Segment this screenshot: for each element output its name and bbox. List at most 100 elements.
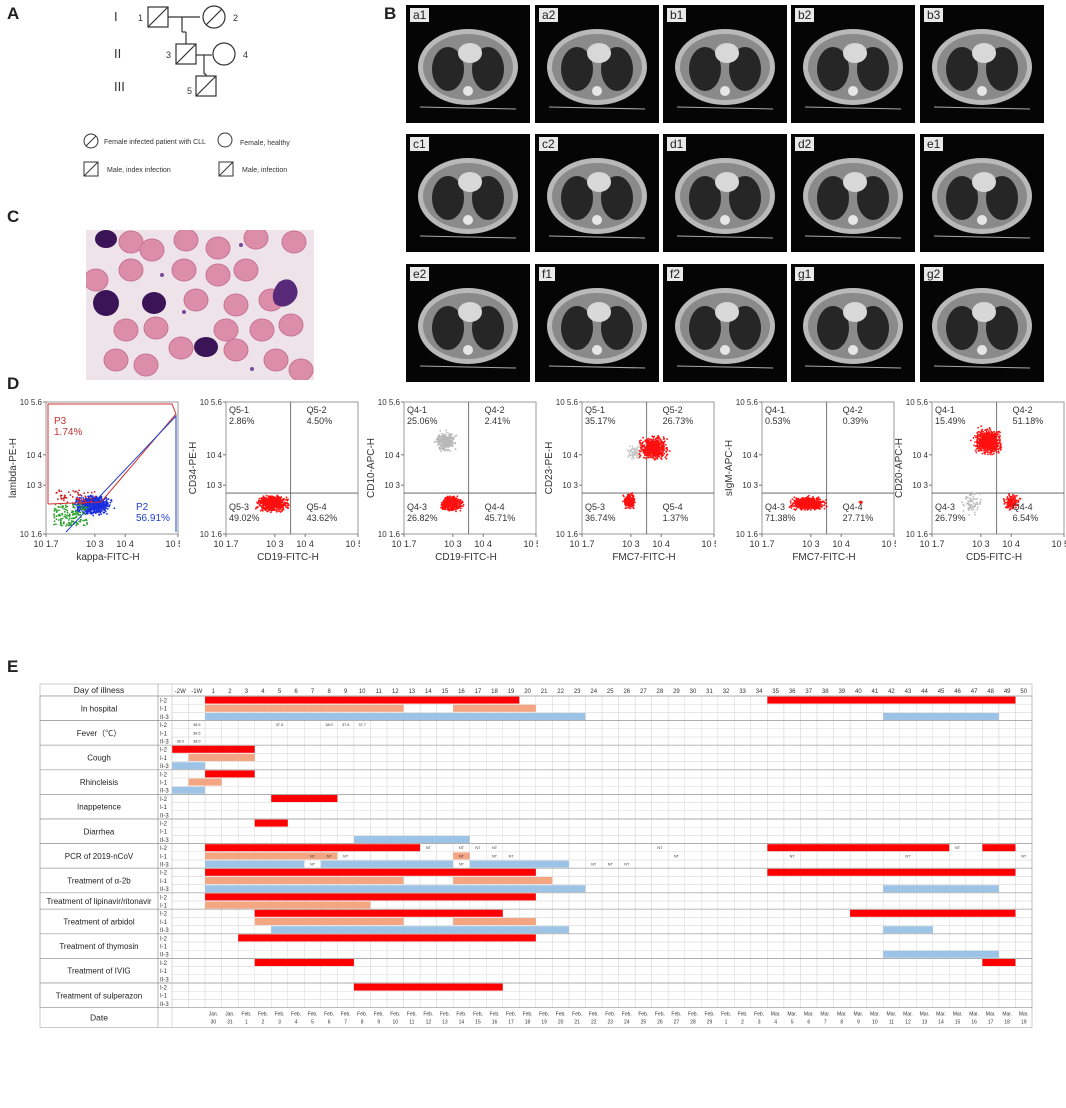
event-dot	[656, 436, 658, 439]
day-header: 19	[508, 689, 515, 695]
event-dot	[648, 444, 651, 447]
event-dot	[72, 490, 75, 492]
event-dot	[1008, 499, 1010, 502]
event-dot	[630, 450, 633, 452]
red-blood-cell	[213, 318, 239, 342]
event-dot	[444, 507, 447, 510]
event-dot	[989, 441, 992, 444]
event-dot	[980, 429, 983, 431]
event-dot	[992, 433, 995, 436]
event-dot	[264, 499, 267, 502]
event-dot	[977, 433, 979, 436]
day-header: 31	[706, 689, 713, 695]
red-blood-cell	[205, 236, 231, 260]
y-tick-label: 10 1.6	[736, 530, 759, 539]
event-dot	[1003, 500, 1006, 503]
event-dot	[996, 441, 999, 444]
event-dot	[985, 431, 988, 433]
event-dot	[794, 509, 797, 511]
quadrant-name: Q4-4	[1013, 502, 1033, 512]
event-dot	[629, 500, 632, 502]
event-dot	[459, 499, 462, 501]
event-dot	[813, 498, 816, 500]
flow-plot-3: 10 1.710 310 410 5.710 1.610 310 410 5.6…	[366, 398, 538, 563]
event-dot	[809, 502, 812, 505]
event-dot	[454, 442, 457, 445]
event-dot	[631, 492, 634, 495]
event-dot	[77, 512, 79, 515]
event-dot	[99, 496, 102, 499]
event-dot	[1018, 497, 1021, 500]
event-dot	[985, 432, 988, 435]
x-tick-label: 10 1.7	[919, 539, 944, 549]
event-dot	[286, 506, 289, 509]
quadrant-name: Q4-2	[1013, 405, 1033, 415]
event-dot	[656, 439, 659, 442]
event-dot	[270, 497, 273, 500]
event-dot	[1013, 499, 1016, 502]
event-dot	[992, 431, 994, 434]
event-dot	[661, 452, 664, 455]
event-dot	[67, 519, 70, 521]
event-dot	[970, 503, 973, 506]
event-dot	[97, 503, 99, 506]
event-dot	[448, 439, 451, 441]
event-dot	[437, 441, 440, 444]
event-dot	[808, 501, 810, 504]
event-dot	[824, 502, 827, 505]
gate-p3	[47, 403, 177, 505]
event-dot	[447, 497, 450, 500]
event-dot	[59, 524, 62, 526]
event-dot	[448, 432, 450, 435]
event-dot	[805, 498, 807, 501]
event-dot	[979, 501, 982, 503]
event-dot	[624, 502, 627, 505]
event-dot	[656, 443, 659, 446]
y-tick-label: 10 3	[562, 481, 578, 490]
quadrant-name: Q5-2	[307, 405, 327, 415]
red-blood-cell	[243, 230, 269, 250]
day-header: 14	[425, 689, 432, 695]
event-dot	[459, 509, 462, 512]
individual-number: 3	[166, 50, 171, 60]
event-dot	[1014, 504, 1017, 507]
event-dot	[814, 501, 817, 504]
day-header: 46	[954, 689, 961, 695]
event-dot	[989, 453, 992, 456]
x-tick-label: 10 3	[86, 539, 104, 549]
event-dot	[999, 444, 1002, 447]
event-dot	[988, 438, 990, 441]
event-dot	[447, 446, 450, 449]
individual-3-male-index	[175, 43, 197, 65]
plot-frame	[931, 401, 1065, 535]
event-dot	[76, 505, 79, 508]
day-header: 5	[278, 689, 282, 695]
event-dot	[994, 433, 997, 436]
event-dot	[659, 438, 661, 441]
day-header: 34	[756, 689, 763, 695]
event-dot	[653, 445, 656, 448]
event-dot	[60, 519, 62, 522]
event-dot	[818, 503, 821, 506]
event-dot	[94, 495, 97, 498]
event-dot	[65, 525, 67, 527]
event-dot	[286, 502, 289, 504]
y-tick-label: 10 4	[384, 451, 400, 460]
quadrant-name: Q5-1	[585, 405, 605, 415]
event-dot	[262, 495, 265, 498]
event-dot	[973, 511, 976, 514]
event-dot	[654, 453, 656, 456]
event-dot	[61, 505, 64, 507]
event-dot	[280, 496, 283, 498]
event-dot	[1014, 502, 1017, 505]
red-blood-cell	[263, 348, 289, 372]
event-dot	[61, 506, 64, 509]
event-dot	[985, 449, 988, 452]
event-dot	[993, 430, 996, 433]
event-dot	[987, 451, 989, 454]
event-dot	[89, 499, 91, 501]
y-tick-label: 10 5.6	[736, 398, 759, 407]
event-dot	[61, 513, 64, 516]
event-dot	[631, 445, 634, 448]
event-dot	[445, 440, 448, 443]
